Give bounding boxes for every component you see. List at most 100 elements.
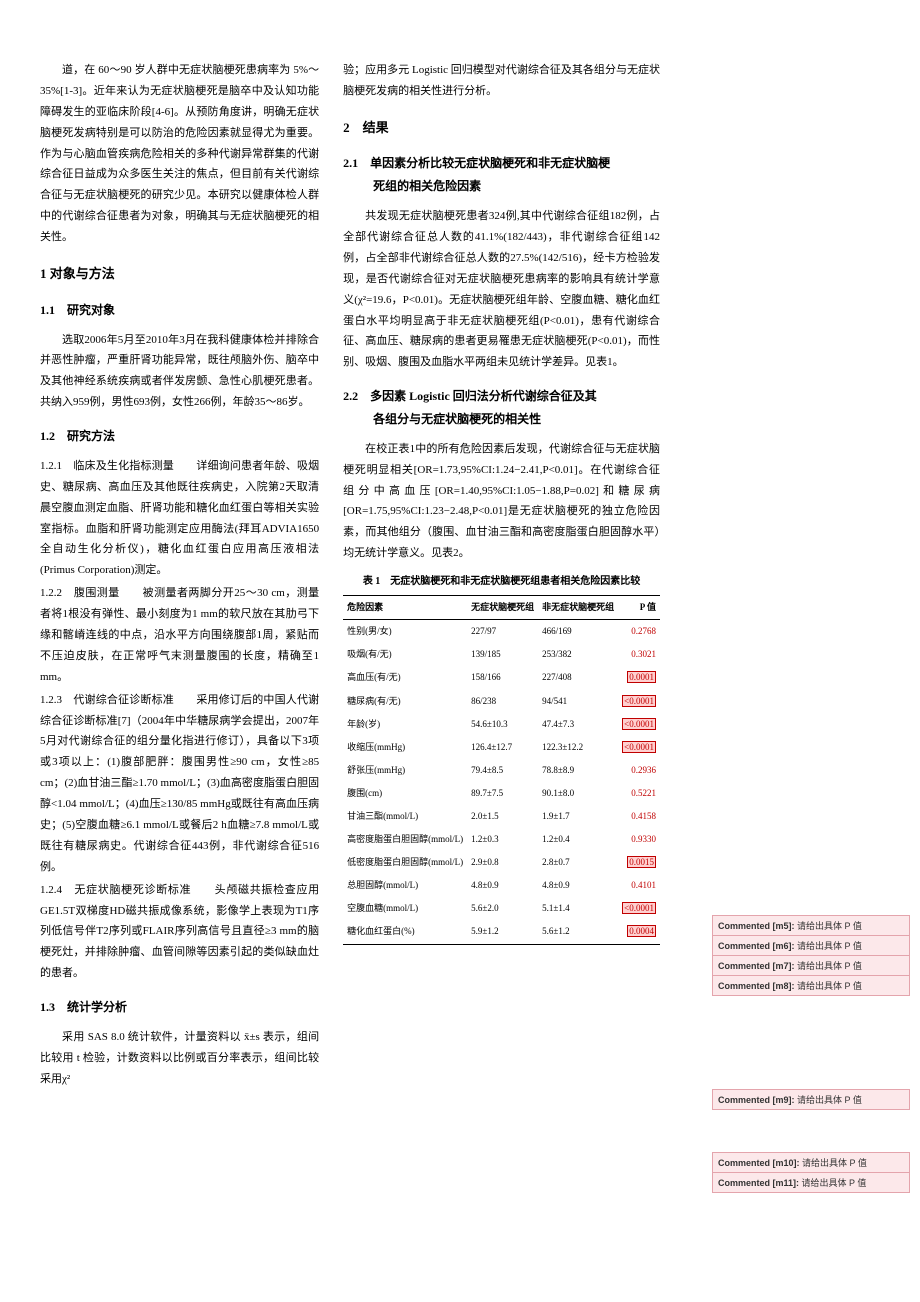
table-cell: 94/541 [538,690,618,713]
table-cell: 227/97 [467,620,538,644]
comment-label: Commented [m11]: [718,1178,802,1188]
table-cell: 5.1±1.4 [538,897,618,920]
th-pvalue: P 值 [618,596,660,620]
table-row: 高密度脂蛋白胆固醇(mmol/L)1.2±0.31.2±0.40.9330 [343,828,660,851]
page: 道，在 60～90 岁人群中无症状脑梗死患病率为 5%～35%[1-3]。近年来… [0,0,700,1132]
table-cell: <0.0001 [618,897,660,920]
table-cell: <0.0001 [618,690,660,713]
table-cell: 122.3±12.2 [538,736,618,759]
table-cell: 4.8±0.9 [538,874,618,897]
table-cell: 89.7±7.5 [467,782,538,805]
section-1-1-heading: 1.1 研究对象 [40,299,319,322]
table-cell: 227/408 [538,666,618,689]
table-cell: 0.2936 [618,759,660,782]
highlighted-pvalue: <0.0001 [622,718,656,730]
highlighted-pvalue: <0.0001 [622,902,656,914]
section-2-heading: 2 结果 [343,116,660,141]
section-2-1-line2: 死组的相关危险因素 [373,179,481,193]
table-cell: 139/185 [467,643,538,666]
table-cell: 79.4±8.5 [467,759,538,782]
table-cell: 0.0004 [618,920,660,944]
table-cell: 高血压(有/无) [343,666,467,689]
table-row: 性别(男/女)227/97466/1690.2768 [343,620,660,644]
comment-bubble[interactable]: Commented [m7]: 请给出具体 P 值 [712,955,910,976]
section-1-2-heading: 1.2 研究方法 [40,425,319,448]
table-cell: 糖尿病(有/无) [343,690,467,713]
comment-text: 请给出具体 P 值 [797,1095,862,1105]
table-row: 舒张压(mmHg)79.4±8.578.8±8.90.2936 [343,759,660,782]
table-row: 年龄(岁)54.6±10.347.4±7.3<0.0001 [343,713,660,736]
table-cell: 糖化血红蛋白(%) [343,920,467,944]
table-cell: 0.5221 [618,782,660,805]
table-1: 危险因素 无症状脑梗死组 非无症状脑梗死组 P 值 性别(男/女)227/974… [343,595,660,944]
section-1-3-body: 采用 SAS 8.0 统计软件，计量资料以 x̄±s 表示，组间比较用 t 检验… [40,1027,319,1090]
comment-text: 请给出具体 P 值 [797,961,862,971]
section-2-1-line1: 2.1 单因素分析比较无症状脑梗死和非无症状脑梗 [343,156,610,170]
highlighted-pvalue: 0.0001 [627,671,656,683]
table-1-title: 表 1 无症状脑梗死和非无症状脑梗死组患者相关危险因素比较 [343,572,660,591]
table-cell: 5.9±1.2 [467,920,538,944]
table-row: 糖化血红蛋白(%)5.9±1.25.6±1.20.0004 [343,920,660,944]
table-row: 低密度脂蛋白胆固醇(mmol/L)2.9±0.82.8±0.70.0015 [343,851,660,874]
table-row: 收缩压(mmHg)126.4±12.7122.3±12.2<0.0001 [343,736,660,759]
table-cell: 86/238 [467,690,538,713]
table-cell: 0.9330 [618,828,660,851]
table-cell: 47.4±7.3 [538,713,618,736]
table-cell: 性别(男/女) [343,620,467,644]
comment-bubble[interactable]: Commented [m8]: 请给出具体 P 值 [712,975,910,996]
right-column: 验；应用多元 Logistic 回归模型对代谢综合征及其各组分与无症状脑梗死发病… [343,60,660,1092]
table-cell: 2.0±1.5 [467,805,538,828]
section-2-1-heading: 2.1 单因素分析比较无症状脑梗死和非无症状脑梗 死组的相关危险因素 [343,152,660,198]
table-cell: <0.0001 [618,736,660,759]
comment-bubble[interactable]: Commented [m5]: 请给出具体 P 值 [712,915,910,936]
section-2-2-body: 在校正表1中的所有危险因素后发现，代谢综合征与无症状脑梗死明显相关[OR=1.7… [343,439,660,564]
table-cell: 2.9±0.8 [467,851,538,874]
table-cell: 1.2±0.4 [538,828,618,851]
comment-bubble[interactable]: Commented [m11]: 请给出具体 P 值 [712,1172,910,1193]
comment-text: 请给出具体 P 值 [797,941,862,951]
table-cell: 0.0015 [618,851,660,874]
table-cell: 0.2768 [618,620,660,644]
section-1-2-2: 1.2.2 腹围测量 被测量者两脚分开25～30 cm，测量者将1根没有弹性、最… [40,583,319,687]
table-cell: 甘油三酯(mmol/L) [343,805,467,828]
table-cell: 总胆固醇(mmol/L) [343,874,467,897]
table-cell: 253/382 [538,643,618,666]
comment-label: Commented [m8]: [718,981,797,991]
th-group-a: 无症状脑梗死组 [467,596,538,620]
table-row: 腹围(cm)89.7±7.590.1±8.00.5221 [343,782,660,805]
section-2-2-line1: 2.2 多因素 Logistic 回归法分析代谢综合征及其 [343,389,597,403]
table-cell: 466/169 [538,620,618,644]
table-cell: 0.0001 [618,666,660,689]
table-cell: 1.2±0.3 [467,828,538,851]
comment-label: Commented [m10]: [718,1158,802,1168]
highlighted-pvalue: <0.0001 [622,695,656,707]
comment-text: 请给出具体 P 值 [802,1158,867,1168]
section-1-1-body: 选取2006年5月至2010年3月在我科健康体检并排除合并恶性肿瘤，严重肝肾功能… [40,330,319,414]
table-row: 总胆固醇(mmol/L)4.8±0.94.8±0.90.4101 [343,874,660,897]
table-cell: 5.6±2.0 [467,897,538,920]
table-cell: 收缩压(mmHg) [343,736,467,759]
comment-label: Commented [m9]: [718,1095,797,1105]
table-cell: 0.3021 [618,643,660,666]
comment-label: Commented [m5]: [718,921,797,931]
table-row: 空腹血糖(mmol/L)5.6±2.05.1±1.4<0.0001 [343,897,660,920]
table-cell: 90.1±8.0 [538,782,618,805]
section-1-3-heading: 1.3 统计学分析 [40,996,319,1019]
section-2-2-heading: 2.2 多因素 Logistic 回归法分析代谢综合征及其 各组分与无症状脑梗死… [343,385,660,431]
table-cell: 1.9±1.7 [538,805,618,828]
intro-paragraph: 道，在 60～90 岁人群中无症状脑梗死患病率为 5%～35%[1-3]。近年来… [40,60,319,248]
stats-continuation: 验；应用多元 Logistic 回归模型对代谢综合征及其各组分与无症状脑梗死发病… [343,60,660,102]
comment-bubble[interactable]: Commented [m9]: 请给出具体 P 值 [712,1089,910,1110]
table-cell: 2.8±0.7 [538,851,618,874]
table-cell: 低密度脂蛋白胆固醇(mmol/L) [343,851,467,874]
section-2-2-line2: 各组分与无症状脑梗死的相关性 [373,412,541,426]
comment-text: 请给出具体 P 值 [797,981,862,991]
table-cell: 吸烟(有/无) [343,643,467,666]
comment-bubble[interactable]: Commented [m6]: 请给出具体 P 值 [712,935,910,956]
comment-bubble[interactable]: Commented [m10]: 请给出具体 P 值 [712,1152,910,1173]
table-cell: 158/166 [467,666,538,689]
table-row: 吸烟(有/无)139/185253/3820.3021 [343,643,660,666]
section-1-2-4: 1.2.4 无症状脑梗死诊断标准 头颅磁共振检查应用GE1.5T双梯度HD磁共振… [40,880,319,984]
section-1-2-1: 1.2.1 临床及生化指标测量 详细询问患者年龄、吸烟史、糖尿病、高血压及其他既… [40,456,319,581]
highlighted-pvalue: 0.0004 [627,925,656,937]
